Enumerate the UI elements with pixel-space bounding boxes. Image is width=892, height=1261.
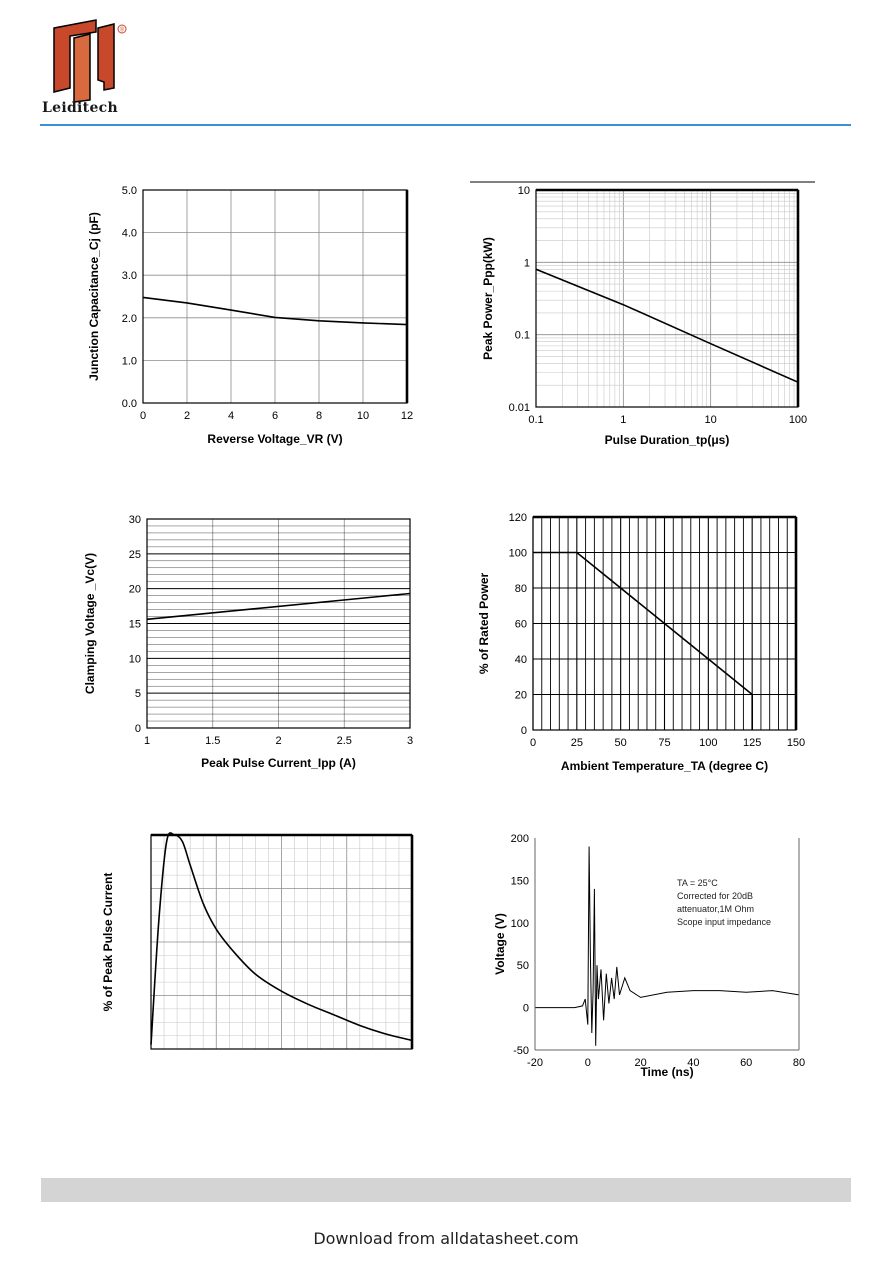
y-tick-label: 20 <box>129 584 141 596</box>
download-link[interactable]: Download from alldatasheet.com <box>313 1229 579 1248</box>
x-axis-label: Ambient Temperature_TA (degree C) <box>561 759 768 773</box>
x-tick-label: 4 <box>228 410 234 422</box>
registered-mark: ® <box>120 27 125 34</box>
y-tick-label: 100 <box>511 918 529 930</box>
y-tick-label: 1.0 <box>122 355 137 367</box>
y-tick-label: 200 <box>511 833 529 845</box>
x-tick-label: 2 <box>275 735 281 747</box>
annotation-line: Scope input impedance <box>677 917 771 927</box>
header-rule <box>40 124 851 126</box>
x-tick-label: 0 <box>585 1057 591 1069</box>
x-tick-label: 150 <box>787 737 805 749</box>
pulse-waveform-chart: % of Peak Pulse Current <box>101 832 414 1050</box>
x-tick-label: 6 <box>272 410 278 422</box>
x-tick-label: 0 <box>530 737 536 749</box>
x-tick-label: 1 <box>620 414 626 426</box>
y-tick-label: 30 <box>129 514 141 526</box>
x-tick-label: 0.1 <box>528 414 543 426</box>
series-line <box>535 846 800 1046</box>
y-tick-label: 0.01 <box>509 402 530 414</box>
capacitance-chart: 0 2 4 6 8 10 12 0.0 1.0 2.0 3.0 4.0 5.0 Reverse Volta… <box>87 185 413 446</box>
series-line <box>142 296 408 326</box>
x-tick-label: 2.5 <box>337 735 352 747</box>
y-tick-label: 2.0 <box>122 313 137 325</box>
y-tick-label: 5.0 <box>122 185 137 197</box>
y-tick-label: 15 <box>129 619 141 631</box>
y-tick-label: 5 <box>135 688 141 700</box>
x-tick-label: 1.5 <box>205 735 220 747</box>
x-axis-label: Reverse Voltage_VR (V) <box>207 432 342 446</box>
y-tick-label: 40 <box>515 654 527 666</box>
x-tick-label: 12 <box>401 410 413 422</box>
series-line <box>535 268 799 383</box>
brand-name: Leiditech <box>42 100 118 116</box>
y-axis-label: % of Rated Power <box>477 573 491 675</box>
y-tick-label: 4.0 <box>122 228 137 240</box>
y-tick-label: 150 <box>511 875 529 887</box>
y-tick-label: 10 <box>518 185 530 197</box>
x-tick-label: 40 <box>687 1057 699 1069</box>
annotation-line: TA = 25°C <box>677 878 718 888</box>
series-line <box>150 832 413 1045</box>
x-tick-label: 1 <box>144 735 150 747</box>
plot-frame <box>535 189 799 408</box>
x-tick-label: 10 <box>357 410 369 422</box>
y-tick-label: 1 <box>524 257 530 269</box>
x-tick-label: 3 <box>407 735 413 747</box>
series-line <box>146 592 411 621</box>
x-tick-label: 2 <box>184 410 190 422</box>
y-axis-label: Junction Capacitance_Cj (pF) <box>87 212 101 381</box>
annotation-box <box>673 872 777 936</box>
leiditech-logo: ® <box>53 19 127 103</box>
y-axis-label: Peak Power_Ppp(kW) <box>481 237 495 360</box>
x-tick-label: 0 <box>140 410 146 422</box>
esd-clamping-chart: -20 0 20 40 60 80 -50 0 50 100 150 200 Time (ns) Volt… <box>493 833 805 1079</box>
y-tick-label: 100 <box>509 548 527 560</box>
y-tick-label: 80 <box>515 583 527 595</box>
y-tick-label: 0 <box>523 1003 529 1015</box>
series-line <box>533 551 754 730</box>
x-tick-label: 10 <box>705 414 717 426</box>
x-tick-label: 125 <box>743 737 761 749</box>
x-tick-label: 50 <box>615 737 627 749</box>
y-tick-label: 50 <box>517 960 529 972</box>
x-axis-label: Pulse Duration_tp(μs) <box>605 433 730 447</box>
y-tick-label: 20 <box>515 690 527 702</box>
x-tick-label: 100 <box>789 414 807 426</box>
y-tick-label: 0 <box>521 725 527 737</box>
y-tick-label: 0 <box>135 723 141 735</box>
x-tick-label: 8 <box>316 410 322 422</box>
x-axis-label: Time (ns) <box>640 1065 693 1079</box>
x-tick-label: -20 <box>527 1057 543 1069</box>
x-tick-label: 20 <box>634 1057 646 1069</box>
x-tick-label: 60 <box>740 1057 752 1069</box>
y-axis-label: Clamping Voltage _Vc(V) <box>83 553 97 694</box>
y-axis-label: Voltage (V) <box>493 913 507 975</box>
y-tick-label: -50 <box>513 1045 529 1057</box>
x-tick-label: 25 <box>571 737 583 749</box>
y-tick-label: 0.1 <box>515 330 530 342</box>
x-tick-label: 80 <box>793 1057 805 1069</box>
annotation-line: attenuator,1M Ohm <box>677 904 754 914</box>
y-tick-label: 3.0 <box>122 270 137 282</box>
plot-frame <box>146 518 411 729</box>
x-tick-label: 75 <box>658 737 670 749</box>
footer-bar <box>41 1178 851 1202</box>
y-tick-label: 10 <box>129 653 141 665</box>
y-tick-label: 60 <box>515 619 527 631</box>
y-tick-label: 120 <box>509 512 527 524</box>
y-axis-label: % of Peak Pulse Current <box>101 873 115 1012</box>
annotation-line: Corrected for 20dB <box>677 891 753 901</box>
x-tick-label: 100 <box>699 737 717 749</box>
x-axis-label: Peak Pulse Current_Ipp (A) <box>201 756 356 770</box>
y-tick-label: 25 <box>129 549 141 561</box>
y-tick-label: 0.0 <box>122 398 137 410</box>
derating-chart: 0 25 50 75 100 125 150 0 20 40 60 80 100 120 Ambient T… <box>477 512 805 773</box>
